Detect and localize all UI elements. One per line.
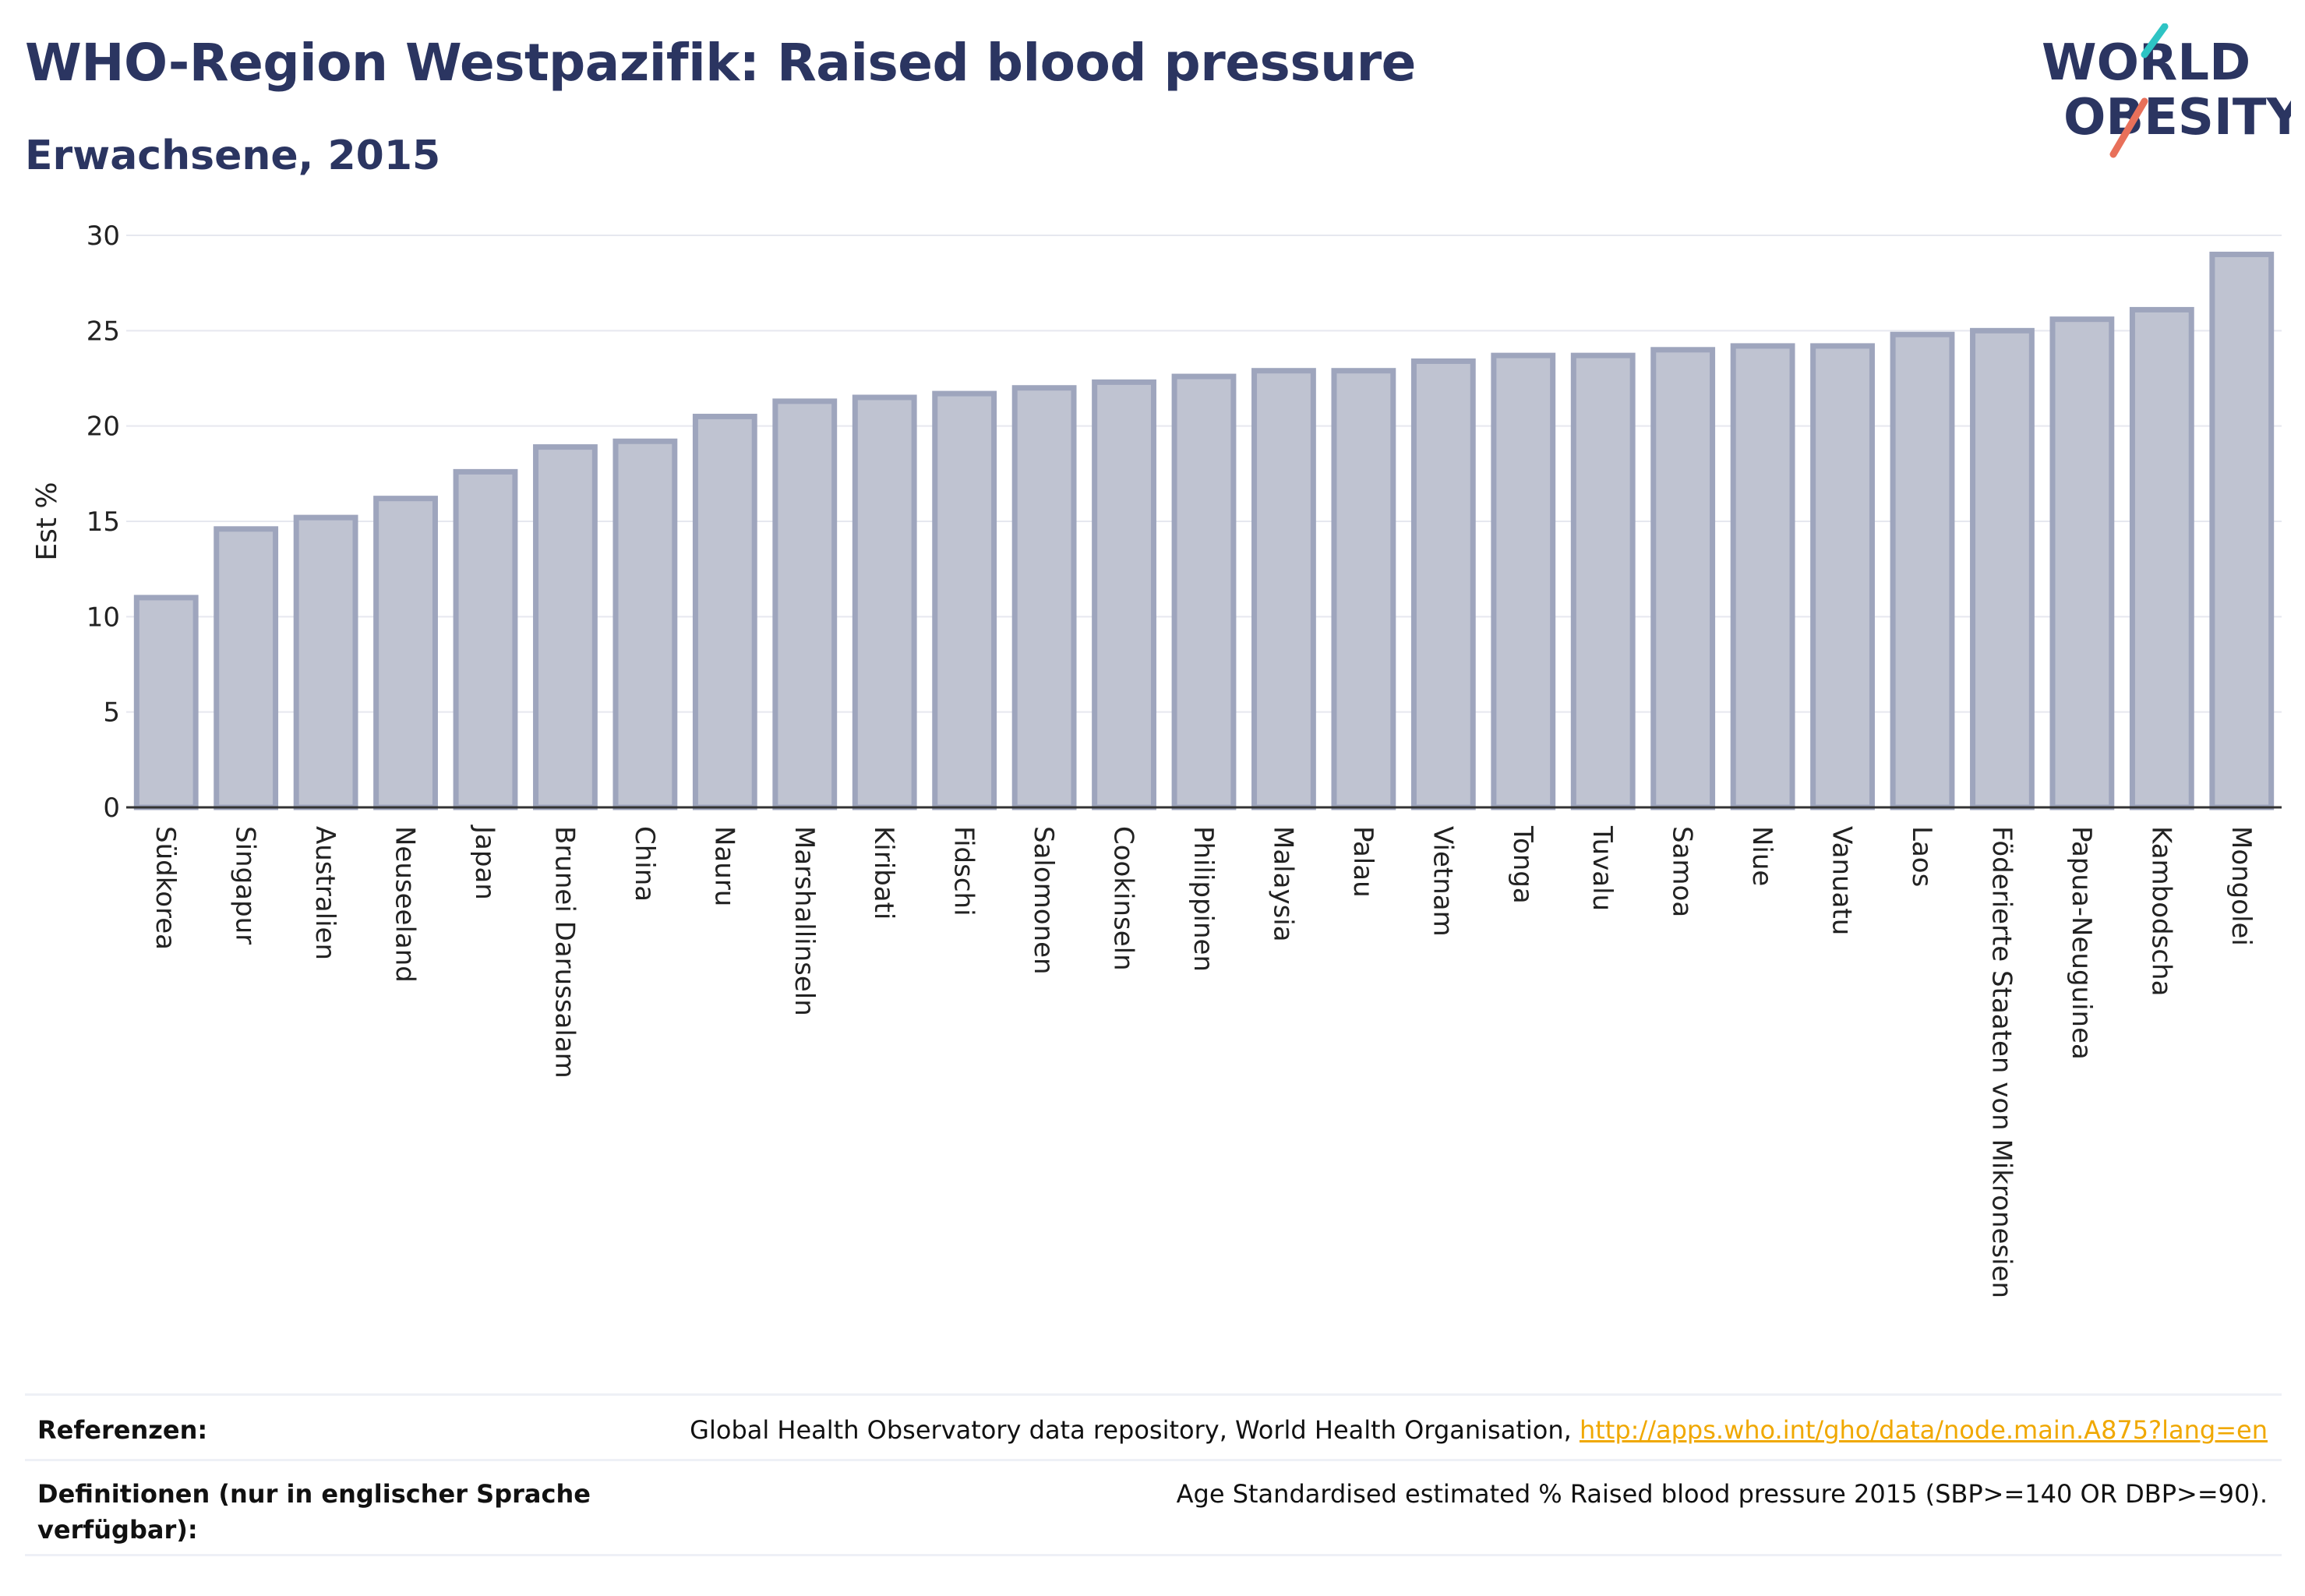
bar bbox=[373, 496, 438, 810]
bar bbox=[214, 526, 279, 810]
x-tick-label: Tuvalu bbox=[1587, 825, 1618, 911]
bar bbox=[692, 413, 757, 810]
bar bbox=[1011, 385, 1077, 810]
x-tick-label: Philippinen bbox=[1188, 826, 1219, 972]
bar bbox=[1570, 352, 1636, 810]
chart-subtitle: Erwachsene, 2015 bbox=[25, 132, 441, 179]
bar bbox=[932, 390, 997, 810]
x-tick-label: Singapur bbox=[230, 826, 261, 945]
x-tick-label: Kambodscha bbox=[2145, 826, 2176, 996]
bar bbox=[1171, 373, 1237, 810]
x-tick-label: Tonga bbox=[1507, 825, 1538, 904]
x-tick-label: Vietnam bbox=[1427, 826, 1458, 937]
references-link[interactable]: http://apps.who.int/gho/data/node.main.A… bbox=[1579, 1415, 2268, 1445]
references-text: Global Health Observatory data repositor… bbox=[690, 1415, 1572, 1445]
x-tick-label: Brunei Darussalam bbox=[549, 826, 580, 1079]
x-tick-label: Südkorea bbox=[150, 826, 181, 950]
x-tick-label: Salomonen bbox=[1028, 826, 1059, 975]
bar bbox=[133, 595, 199, 810]
x-tick-label: Papua-Neuguinea bbox=[2066, 826, 2097, 1060]
bar bbox=[1410, 358, 1476, 810]
x-tick-label: Palau bbox=[1347, 826, 1378, 898]
bar bbox=[852, 394, 917, 810]
bar-chart: 0 5 10 15 20 25 30 Est % Südkorea Singapur Austral… bbox=[31, 221, 2282, 1298]
bar bbox=[2049, 316, 2115, 810]
x-tick-label: Kiribati bbox=[868, 826, 899, 920]
y-tick-label: 10 bbox=[86, 602, 120, 633]
x-tick-label: Neuseeland bbox=[390, 826, 421, 983]
bar bbox=[1810, 343, 1875, 810]
x-tick-label: Australien bbox=[309, 826, 341, 960]
x-tick-label: Nauru bbox=[708, 826, 740, 906]
definitions-label-line2: verfügbar): bbox=[37, 1515, 198, 1545]
bar bbox=[1730, 343, 1795, 810]
x-tick-label: Niue bbox=[1746, 826, 1777, 886]
world-obesity-logo: WORLD OBESITY bbox=[2042, 23, 2291, 158]
bar bbox=[1092, 379, 1156, 810]
x-tick-label: Malaysia bbox=[1267, 826, 1298, 942]
bar bbox=[612, 438, 678, 810]
y-tick-label: 20 bbox=[86, 411, 120, 443]
logo-word-world: WORLD bbox=[2042, 34, 2250, 92]
x-tick-label: Samoa bbox=[1667, 826, 1698, 917]
bar bbox=[293, 514, 358, 810]
footer-divider-bottom bbox=[25, 1554, 2282, 1556]
bar bbox=[1491, 352, 1556, 810]
y-tick-label: 5 bbox=[103, 697, 120, 729]
x-tick-label: Cookinseln bbox=[1108, 826, 1139, 971]
references-label: Referenzen: bbox=[37, 1415, 208, 1445]
footer-divider-middle bbox=[25, 1459, 2282, 1461]
bar bbox=[772, 398, 838, 810]
bar bbox=[1890, 331, 1955, 810]
definitions-label: Definitionen (nur in englischer Sprache … bbox=[37, 1476, 591, 1548]
bar bbox=[1331, 368, 1396, 810]
bar bbox=[453, 468, 518, 810]
chart-title: WHO-Region Westpazifik: Raised blood pre… bbox=[25, 33, 1416, 93]
x-tick-label: Marshallinseln bbox=[789, 826, 820, 1016]
y-tick-label: 30 bbox=[86, 221, 120, 252]
references-value: Global Health Observatory data repositor… bbox=[690, 1412, 2268, 1448]
bar bbox=[533, 444, 598, 810]
footer-divider-top bbox=[25, 1393, 2282, 1396]
x-tick-label: Mongolei bbox=[2226, 826, 2257, 946]
logo-slash-top-icon bbox=[2141, 23, 2169, 58]
x-tick-label: Japan bbox=[469, 824, 500, 900]
definitions-label-line1: Definitionen (nur in englischer Sprache bbox=[37, 1479, 591, 1509]
y-tick-label: 0 bbox=[103, 793, 120, 824]
x-tick-label: Fidschi bbox=[948, 826, 980, 916]
definitions-value: Age Standardised estimated % Raised bloo… bbox=[1176, 1479, 2268, 1509]
logo-word-obesity: OBESITY bbox=[2063, 89, 2291, 147]
y-axis-label: Est % bbox=[31, 482, 63, 560]
y-tick-label: 25 bbox=[86, 316, 120, 347]
x-tick-label: Vanuatu bbox=[1827, 826, 1858, 935]
bar bbox=[1650, 347, 1716, 810]
logo-slash-bottom-icon bbox=[2109, 97, 2148, 158]
x-tick-label: Laos bbox=[1906, 826, 1937, 887]
x-tick-label: Föderierte Staaten von Mikronesien bbox=[1986, 826, 2017, 1298]
bar bbox=[1251, 368, 1316, 810]
y-tick-label: 15 bbox=[86, 507, 120, 538]
bar bbox=[2129, 306, 2194, 810]
bar bbox=[1970, 327, 2035, 810]
bar bbox=[2209, 251, 2275, 810]
x-tick-label: China bbox=[629, 826, 660, 902]
